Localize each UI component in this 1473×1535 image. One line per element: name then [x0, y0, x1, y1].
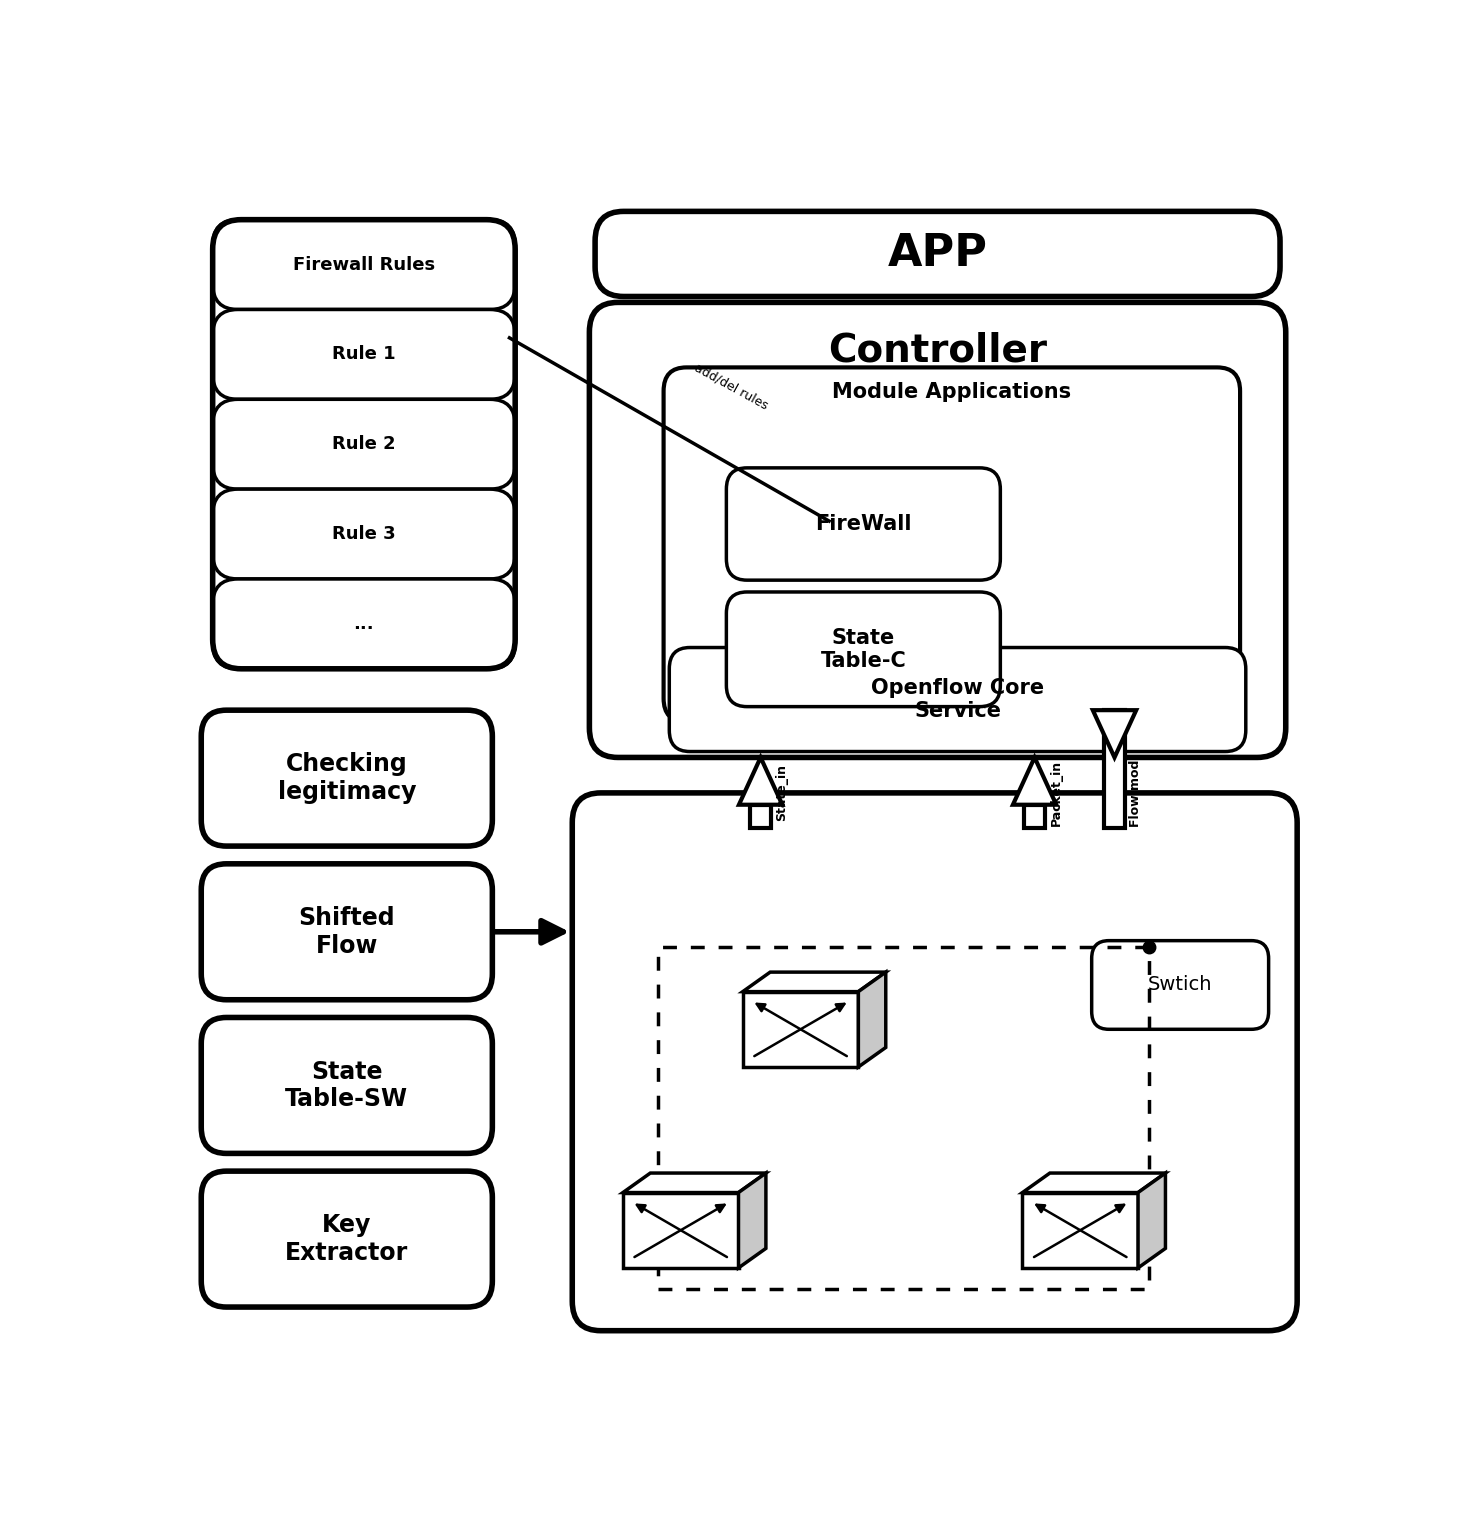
Polygon shape	[1022, 1173, 1165, 1193]
FancyBboxPatch shape	[726, 468, 1000, 580]
Text: Shifted
Flow: Shifted Flow	[299, 906, 395, 958]
Text: APP: APP	[888, 232, 987, 275]
FancyBboxPatch shape	[663, 367, 1240, 721]
Polygon shape	[859, 972, 885, 1067]
FancyBboxPatch shape	[212, 220, 516, 310]
Text: Rule 3: Rule 3	[331, 525, 396, 543]
Bar	[750, 804, 770, 829]
Text: Openflow Core
Service: Openflow Core Service	[871, 678, 1044, 721]
FancyBboxPatch shape	[202, 711, 492, 846]
FancyBboxPatch shape	[1091, 941, 1268, 1030]
Text: Packet_in: Packet_in	[1049, 760, 1062, 826]
Text: State
Table-SW: State Table-SW	[286, 1059, 408, 1111]
Text: ...: ...	[354, 616, 374, 632]
Bar	[1105, 711, 1125, 829]
FancyBboxPatch shape	[212, 310, 516, 399]
Polygon shape	[1013, 757, 1056, 804]
Polygon shape	[1022, 1193, 1139, 1268]
FancyBboxPatch shape	[212, 399, 516, 490]
Text: Rule 1: Rule 1	[331, 345, 396, 364]
Text: Flow mod: Flow mod	[1130, 760, 1143, 826]
Bar	[1024, 804, 1044, 829]
Polygon shape	[1093, 711, 1136, 757]
Text: Module Applications: Module Applications	[832, 382, 1071, 402]
FancyBboxPatch shape	[212, 579, 516, 669]
Polygon shape	[742, 992, 859, 1067]
Text: State
Table-C: State Table-C	[820, 628, 906, 671]
FancyBboxPatch shape	[589, 302, 1286, 757]
FancyBboxPatch shape	[595, 212, 1280, 296]
FancyBboxPatch shape	[202, 864, 492, 999]
Polygon shape	[1139, 1173, 1165, 1268]
FancyBboxPatch shape	[202, 1171, 492, 1308]
FancyBboxPatch shape	[726, 593, 1000, 706]
Text: Checking
legitimacy: Checking legitimacy	[277, 752, 415, 804]
Text: Swtich: Swtich	[1147, 975, 1212, 995]
Text: State_in: State_in	[775, 764, 788, 821]
Polygon shape	[738, 1173, 766, 1268]
Text: Controller: Controller	[828, 332, 1047, 370]
Polygon shape	[623, 1193, 738, 1268]
FancyBboxPatch shape	[202, 1018, 492, 1153]
Text: FireWall: FireWall	[815, 514, 912, 534]
Text: Firewall Rules: Firewall Rules	[293, 255, 435, 273]
Polygon shape	[742, 972, 885, 992]
FancyBboxPatch shape	[573, 794, 1298, 1331]
Bar	[658, 947, 1149, 1289]
Text: Key
Extractor: Key Extractor	[286, 1213, 408, 1265]
Text: Rule 2: Rule 2	[331, 436, 396, 453]
FancyBboxPatch shape	[669, 648, 1246, 752]
FancyBboxPatch shape	[212, 490, 516, 579]
Polygon shape	[623, 1173, 766, 1193]
Polygon shape	[739, 757, 782, 804]
Text: add/del rules: add/del rules	[692, 361, 770, 411]
